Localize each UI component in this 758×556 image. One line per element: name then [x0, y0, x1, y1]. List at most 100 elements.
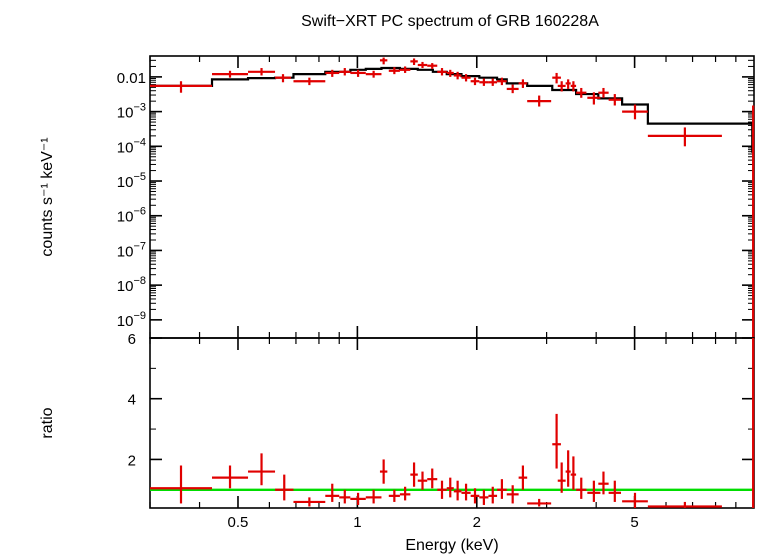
ratio-point — [427, 468, 438, 489]
spectrum-y-tick-label: 10−7 — [117, 240, 146, 260]
exponent: −6 — [133, 206, 146, 218]
ratio-point — [506, 485, 519, 504]
ratio-point — [576, 477, 587, 499]
ratio-point — [275, 474, 294, 501]
x-tick-label: 0.5 — [228, 514, 249, 531]
ratio-point — [497, 479, 507, 499]
spectrum-point — [275, 74, 291, 83]
spectrum-point — [552, 72, 561, 84]
exponent: −3 — [133, 102, 146, 114]
spectrum-point — [212, 70, 249, 78]
ratio-point — [325, 483, 340, 502]
ratio-point — [248, 453, 276, 486]
spectrum-point — [399, 66, 411, 73]
spectrum-y-tick-label: 10−5 — [117, 171, 146, 191]
spectrum-point — [150, 81, 213, 93]
spectrum-point — [576, 87, 587, 98]
spectrum-point — [622, 104, 648, 120]
ratio-point — [461, 483, 471, 501]
ratio-point — [518, 465, 528, 490]
ratio-point — [339, 489, 351, 504]
spectrum-panel: 0.01 10−3 10−4 10−5 10−6 10−7 10−8 10−9 counts … — [39, 55, 755, 339]
ratio-point — [379, 459, 388, 484]
exponent: −9 — [133, 310, 146, 322]
ratio-point — [437, 480, 447, 499]
spectrum-plot-frame — [149, 55, 755, 339]
spectrum-point — [527, 95, 552, 107]
ratio-y-tick-label: 4 — [128, 392, 136, 409]
x-tick-label: 2 — [473, 514, 481, 531]
spectrum-y-tick-label: 10−3 — [117, 102, 146, 122]
ratio-point — [150, 465, 213, 504]
ratio-point — [470, 488, 480, 504]
ratio-point — [608, 480, 621, 502]
ratio-point — [293, 497, 326, 507]
ratio-point — [212, 465, 249, 489]
ratio-point — [365, 489, 382, 504]
ratio-point — [570, 456, 577, 490]
x-axis-label: Energy (keV) — [405, 537, 498, 554]
exponent: −4 — [133, 136, 146, 148]
ratio-point — [479, 489, 489, 505]
spectrum-point — [598, 87, 609, 98]
model-curve — [150, 66, 754, 153]
spectrum-point — [293, 77, 326, 86]
spectrum-y-tick-label: 10−6 — [117, 206, 146, 226]
spectrum-point — [752, 105, 755, 338]
spectrum-data-points — [150, 57, 755, 338]
spectrum-point — [647, 127, 722, 147]
ratio-point — [410, 462, 418, 487]
ratio-point — [417, 471, 428, 490]
spectrum-point — [461, 74, 471, 82]
spectrum-point — [488, 78, 498, 86]
spectrum-point — [479, 78, 489, 86]
ratio-point — [565, 450, 571, 487]
chart-title: Swift−XRT PC spectrum of GRB 160228A — [301, 13, 599, 30]
spectrum-point — [565, 79, 571, 89]
spectrum-y-tick-label: 10−9 — [117, 310, 146, 330]
spectrum-point — [325, 69, 340, 77]
spectrum-point — [350, 69, 366, 77]
spectrum-point — [587, 92, 601, 105]
spectrum-point — [608, 94, 621, 106]
spectrum-point — [379, 57, 388, 65]
ratio-point — [453, 480, 462, 501]
spectrum-point — [470, 77, 480, 86]
spectrum-point — [427, 63, 438, 69]
spectrum-point — [570, 81, 577, 92]
ratio-point — [388, 489, 400, 502]
ratio-point — [552, 413, 561, 469]
exponent: −8 — [133, 275, 146, 287]
ratio-point — [488, 486, 498, 504]
spectrum-y-tick-label: 10−8 — [117, 275, 146, 295]
ratio-point — [622, 492, 648, 508]
spectrum-point — [365, 70, 382, 78]
ratio-point — [598, 471, 609, 495]
spectrum-point — [437, 68, 447, 76]
ratio-point — [557, 462, 566, 493]
spectrum-point — [248, 68, 276, 76]
spectrum-point — [453, 71, 462, 80]
x-tick-label: 1 — [353, 514, 361, 531]
spectrum-point — [557, 81, 566, 92]
exponent: −5 — [133, 171, 146, 183]
spectrum-point — [518, 79, 528, 88]
ratio-point — [399, 486, 411, 501]
spectrum-point — [339, 68, 351, 76]
ratio-plot-frame — [149, 337, 755, 509]
spectrum-y-tick-label: 10−4 — [117, 136, 146, 156]
spectrum-point — [388, 67, 400, 75]
ratio-point — [446, 477, 454, 498]
spectrum-point — [446, 69, 454, 77]
spectrum-point — [417, 61, 428, 69]
ratio-y-axis-label: ratio — [39, 407, 56, 438]
spectrum-point — [497, 77, 507, 86]
x-tick-label: 5 — [630, 514, 638, 531]
exponent: −7 — [133, 240, 146, 252]
ratio-y-tick-label: 2 — [128, 452, 136, 469]
spectrum-point — [506, 84, 519, 94]
ratio-y-tick-label: 6 — [128, 331, 136, 348]
spectrum-y-tick-label: 0.01 — [117, 70, 146, 87]
ratio-point — [752, 338, 755, 508]
